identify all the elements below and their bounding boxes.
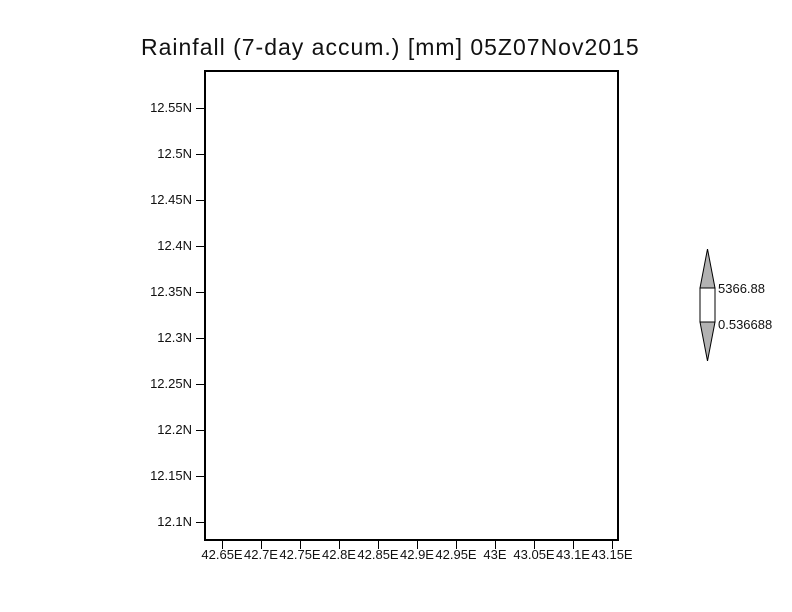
x-axis-tick-label: 42.7E: [244, 547, 278, 562]
x-axis-tick-label: 42.95E: [435, 547, 477, 562]
x-axis-tick-label: 43.15E: [591, 547, 633, 562]
x-axis-tick: [573, 541, 574, 549]
y-axis-tick-label: 12.5N: [157, 146, 192, 161]
x-axis-tick: [261, 541, 262, 549]
x-axis-tick: [534, 541, 535, 549]
x-axis-tick-label: 42.75E: [279, 547, 321, 562]
y-axis-tick: [196, 476, 205, 477]
x-axis-tick: [378, 541, 379, 549]
y-axis-tick: [196, 338, 205, 339]
colorbar-lower-arrow-icon: [699, 321, 716, 361]
x-axis-tick: [417, 541, 418, 549]
x-axis-tick-label: 43.1E: [556, 547, 590, 562]
x-axis-tick: [495, 541, 496, 549]
colorbar-upper-arrow-icon: [699, 249, 716, 289]
x-axis-tick: [222, 541, 223, 549]
y-axis-tick: [196, 108, 205, 109]
y-axis-tick: [196, 292, 205, 293]
y-axis-tick-label: 12.15N: [150, 468, 192, 483]
y-axis-tick-label: 12.35N: [150, 284, 192, 299]
y-axis-tick: [196, 246, 205, 247]
x-axis-tick-label: 42.8E: [322, 547, 356, 562]
y-axis-tick: [196, 200, 205, 201]
x-axis-tick: [300, 541, 301, 549]
plot-title: Rainfall (7-day accum.) [mm] 05Z07Nov201…: [141, 34, 640, 60]
y-axis-tick: [196, 154, 205, 155]
y-axis-tick: [196, 522, 205, 523]
colorbar-value-box: [699, 287, 716, 323]
x-axis-tick-label: 42.9E: [400, 547, 434, 562]
x-axis-tick-label: 42.65E: [201, 547, 243, 562]
y-axis-tick: [196, 430, 205, 431]
y-axis-tick-label: 12.4N: [157, 238, 192, 253]
x-axis-tick-label: 42.85E: [357, 547, 399, 562]
colorbar-max-value: 5366.88: [718, 281, 765, 296]
y-axis-tick-label: 12.25N: [150, 376, 192, 391]
y-axis-tick-label: 12.1N: [157, 514, 192, 529]
colorbar: [699, 249, 716, 361]
plot-frame: [204, 70, 619, 541]
y-axis-tick-label: 12.2N: [157, 422, 192, 437]
y-axis-tick-label: 12.45N: [150, 192, 192, 207]
colorbar-min-value: 0.536688: [718, 317, 773, 332]
y-axis-tick-label: 12.3N: [157, 330, 192, 345]
x-axis-tick-label: 43E: [483, 547, 507, 562]
x-axis-tick-label: 43.05E: [513, 547, 555, 562]
y-axis-tick: [196, 384, 205, 385]
x-axis-tick: [612, 541, 613, 549]
y-axis-tick-label: 12.55N: [150, 100, 192, 115]
x-axis-tick: [339, 541, 340, 549]
x-axis-tick: [456, 541, 457, 549]
